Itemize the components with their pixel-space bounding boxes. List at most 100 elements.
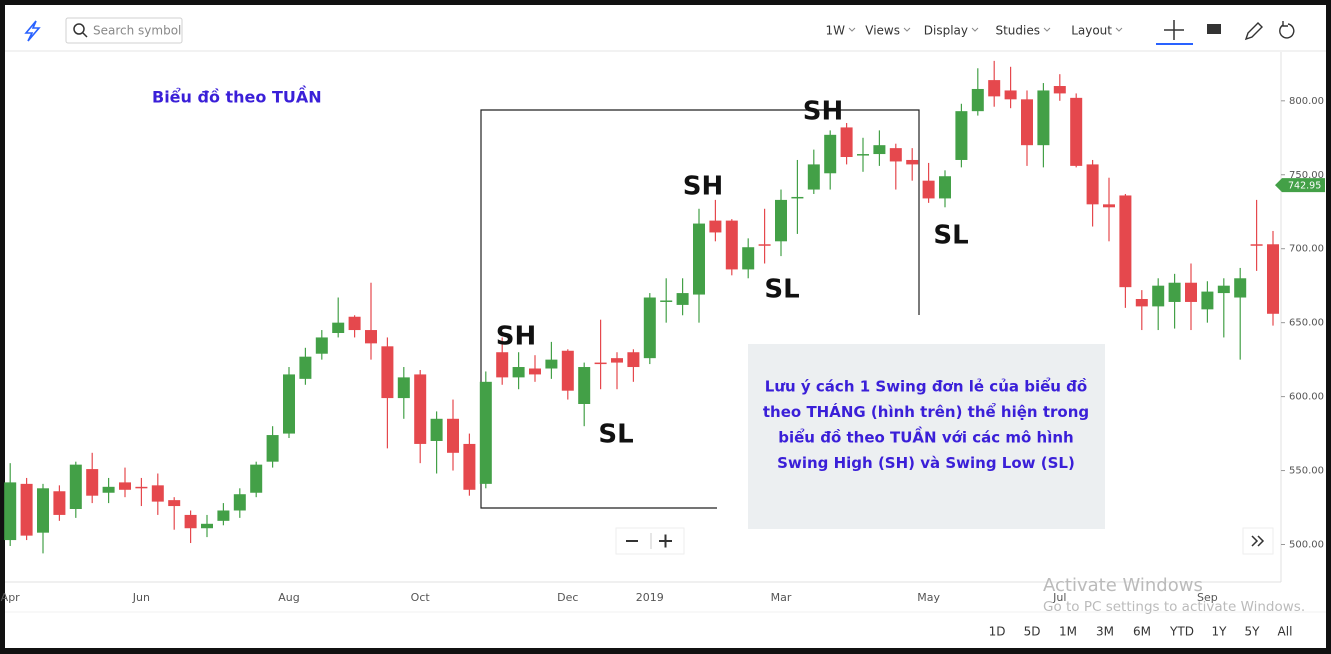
chart-title: Biểu đồ theo TUẦN [152,86,322,107]
toolbar-menu[interactable]: Views [865,24,900,38]
candle-body [889,148,902,162]
menu-chevron[interactable] [848,27,856,32]
candle-body [857,154,869,156]
candle-body [217,510,230,521]
candle-body [529,368,541,375]
scroll-icon[interactable] [1251,535,1265,547]
candle-body [1152,285,1165,307]
search-placeholder[interactable]: Search symbol [93,24,181,38]
range-button[interactable]: 3M [1096,625,1114,639]
candle-body [102,486,115,493]
candle-body [1119,195,1132,288]
candle-body [791,196,804,199]
x-tick-label: 2019 [636,591,664,604]
watermark-subtitle: Go to PC settings to activate Windows. [1043,599,1305,615]
x-tick-label: Dec [557,591,578,604]
candle-body [151,485,164,502]
candle-body [1037,90,1050,146]
candle-body [906,159,919,165]
x-tick-label: May [917,591,940,604]
toolbar-menu[interactable]: Studies [995,24,1040,38]
note-line: Lưu ý cách 1 Swing đơn lẻ của biểu đồ [765,377,1087,396]
range-button[interactable]: YTD [1169,625,1194,639]
swing-label: SH [803,97,844,127]
zoom-icons[interactable] [626,534,672,548]
candle-body [758,244,771,246]
x-tick-label: Oct [411,591,431,604]
candle-body [201,523,213,529]
swing-label: SH [496,322,537,352]
menu-chevron[interactable] [971,27,979,32]
toolbar-menu[interactable]: Display [924,24,968,38]
candle-body [971,88,984,112]
range-button[interactable]: 1Y [1212,625,1228,639]
range-button[interactable]: 5D [1024,625,1041,639]
draw-icon[interactable] [1244,22,1263,41]
candle-body [184,514,197,529]
candle-body [1217,285,1230,294]
candle-body [332,322,345,334]
x-tick-label: Sep [1197,591,1218,604]
menu-chevron[interactable] [1115,27,1123,32]
x-tick-label: Jul [1052,591,1066,604]
candle-body [381,346,394,399]
y-tick-label: 800.00 [1289,96,1324,107]
candle-body [840,127,853,158]
price-tag-label: 742.95 [1288,181,1321,192]
x-tick-label: Jun [132,591,150,604]
reset-icon[interactable] [1279,21,1295,39]
toolbar-menu[interactable]: Layout [1071,24,1112,38]
candle-body [807,164,820,190]
candle-body [1201,291,1214,310]
search-box[interactable] [65,17,183,44]
note-box [748,344,1105,529]
candle-body [1053,86,1066,94]
candle-body [693,223,705,295]
candle-body [266,435,279,462]
candle-body [709,220,722,233]
candle-body [69,464,82,510]
y-tick-label: 750.00 [1289,170,1324,181]
candle-body [1086,164,1099,205]
candle-body [545,359,558,369]
range-button[interactable]: 6M [1133,625,1151,639]
candle-body [1070,97,1083,166]
range-button[interactable]: 1D [989,625,1006,639]
price-tag [1275,178,1325,193]
candle-body [135,486,148,489]
candle-body [1135,298,1148,307]
menu-chevron[interactable] [903,27,911,32]
candle-body [627,352,640,368]
crosshair-icon[interactable] [1164,20,1184,40]
candle-body [1021,99,1033,146]
candle-body [53,491,66,515]
candle-body [988,80,1001,97]
candle-body [1004,90,1017,100]
candle-body [1103,204,1115,208]
menu-chevron[interactable] [1043,27,1051,32]
swing-label: SH [683,172,724,202]
candle-body [37,488,49,533]
candle-body [119,482,131,490]
candle-body [1267,244,1279,314]
y-tick-label: 700.00 [1289,244,1324,255]
swing-label: SL [764,275,799,305]
swing-label: SL [598,420,633,450]
x-tick-label: Apr [1,591,21,604]
candle-body [315,337,328,354]
toolbar-menu[interactable]: 1W [826,24,846,38]
candle-body [742,247,755,270]
candle-body [1250,244,1263,246]
range-button[interactable]: 5Y [1245,625,1261,639]
range-button[interactable]: 1M [1059,625,1077,639]
logo[interactable] [24,20,41,42]
search-icon [82,32,88,38]
y-tick-label: 600.00 [1289,392,1324,403]
candle-body [299,356,312,379]
candle-body [824,134,837,174]
candle-body [775,199,787,242]
comment-icon[interactable] [1207,24,1221,34]
range-button[interactable]: All [1278,625,1293,639]
candle-body [86,469,99,496]
candle-body [365,330,377,344]
